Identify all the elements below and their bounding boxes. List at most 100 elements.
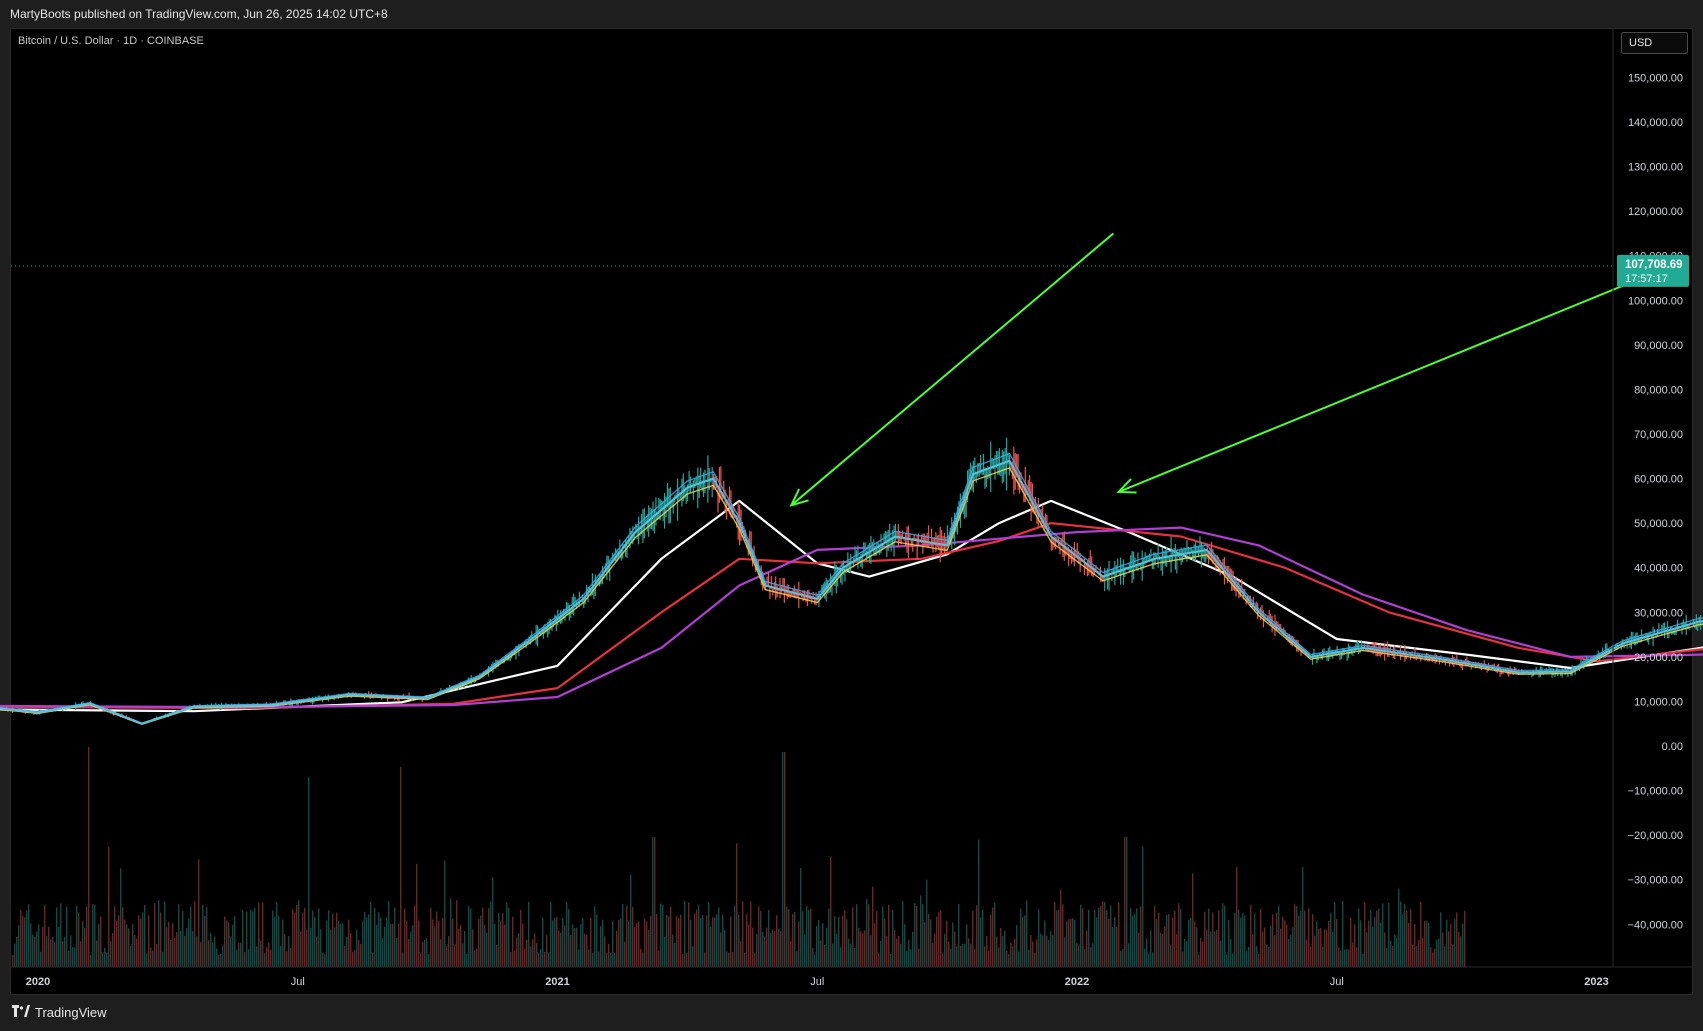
volume-bar bbox=[920, 895, 922, 967]
volume-bar bbox=[102, 953, 104, 967]
volume-bar bbox=[638, 921, 640, 967]
brand[interactable]: TradingView bbox=[12, 1005, 107, 1020]
volume-bar bbox=[398, 923, 400, 967]
volume-bar bbox=[778, 929, 780, 967]
volume-bar bbox=[754, 953, 756, 967]
volume-bar bbox=[740, 941, 742, 967]
volume-bar bbox=[340, 923, 342, 967]
volume-bar bbox=[976, 905, 978, 967]
volume-bar bbox=[1264, 927, 1266, 967]
volume-bar bbox=[154, 902, 156, 967]
volume-bar bbox=[1302, 867, 1304, 967]
tradingview-logo-icon bbox=[12, 1005, 30, 1020]
volume-bar bbox=[1078, 945, 1080, 967]
volume-bar bbox=[144, 904, 146, 967]
volume-bar bbox=[380, 917, 382, 967]
volume-bar bbox=[968, 938, 970, 967]
volume-bar bbox=[1360, 920, 1362, 967]
volume-bar bbox=[572, 924, 574, 967]
volume-bar bbox=[1036, 939, 1038, 967]
volume-bar bbox=[496, 944, 498, 967]
currency-button[interactable]: USD bbox=[1621, 32, 1688, 54]
x-tick-label: Jul bbox=[810, 976, 824, 988]
volume-bar bbox=[248, 949, 250, 967]
volume-bar bbox=[926, 879, 928, 967]
volume-bar bbox=[230, 936, 232, 967]
volume-bar bbox=[44, 905, 46, 967]
volume-bar bbox=[288, 936, 290, 967]
volume-bar bbox=[1198, 954, 1200, 967]
volume-bar bbox=[244, 952, 246, 967]
volume-bar bbox=[820, 940, 822, 967]
volume-bar bbox=[544, 951, 546, 967]
volume-bar bbox=[1284, 920, 1286, 967]
volume-bar bbox=[832, 943, 834, 967]
volume-bar bbox=[1246, 950, 1248, 967]
volume-bar bbox=[500, 921, 502, 967]
volume-bar bbox=[932, 942, 934, 967]
volume-bar bbox=[640, 948, 642, 967]
volume-bar bbox=[1144, 948, 1146, 967]
volume-bar bbox=[1434, 948, 1436, 967]
volume-bar bbox=[688, 902, 690, 967]
volume-bar bbox=[1464, 910, 1466, 967]
volume-bar bbox=[512, 916, 514, 967]
volume-bar bbox=[1030, 934, 1032, 967]
volume-bar bbox=[410, 931, 412, 967]
volume-bar bbox=[282, 919, 284, 967]
volume-bar bbox=[518, 933, 520, 967]
y-axis[interactable]: 150,000.00 140,000.00 130,000.00 120,000.00… bbox=[1612, 28, 1683, 967]
volume-bar bbox=[1072, 918, 1074, 967]
volume-bar bbox=[156, 943, 158, 967]
volume-bar bbox=[1164, 926, 1166, 967]
volume-bar bbox=[982, 909, 984, 967]
volume-bar bbox=[1110, 905, 1112, 967]
volume-bar bbox=[202, 904, 204, 967]
volume-bar bbox=[616, 930, 618, 967]
volume-bar bbox=[1240, 917, 1242, 967]
volume-bar bbox=[122, 907, 124, 967]
volume-bar bbox=[1230, 938, 1232, 967]
volume-bar bbox=[474, 950, 476, 967]
volume-bar bbox=[622, 904, 624, 967]
volume-bar bbox=[1136, 908, 1138, 967]
volume-bar bbox=[1182, 951, 1184, 967]
chart-frame[interactable] bbox=[10, 28, 1693, 995]
volume-bar bbox=[536, 942, 538, 967]
volume-bar bbox=[732, 951, 734, 967]
volume-bar bbox=[558, 930, 560, 967]
y-tick-label: 60,000.00 bbox=[1634, 474, 1683, 486]
volume-bar bbox=[990, 914, 992, 967]
volume-bar bbox=[1064, 937, 1066, 967]
volume-bar bbox=[216, 948, 218, 967]
volume-bar bbox=[1050, 930, 1052, 967]
volume-bar bbox=[390, 923, 392, 967]
volume-bar bbox=[126, 924, 128, 967]
volume-bar bbox=[876, 911, 878, 967]
volume-bar bbox=[14, 943, 16, 967]
volume-bar bbox=[98, 923, 100, 967]
volume-bar bbox=[1204, 911, 1206, 967]
volume-bar bbox=[310, 927, 312, 967]
volume-bar bbox=[822, 923, 824, 967]
volume-bar bbox=[1212, 912, 1214, 967]
volume-bar bbox=[604, 936, 606, 967]
volume-bar bbox=[80, 941, 82, 967]
volume-bar bbox=[986, 936, 988, 967]
volume-bar bbox=[388, 901, 390, 967]
volume-bar bbox=[1348, 949, 1350, 967]
volume-bar bbox=[562, 917, 564, 967]
volume-bar bbox=[580, 924, 582, 967]
volume-bar bbox=[304, 907, 306, 967]
volume-bar bbox=[348, 919, 350, 967]
volume-bar bbox=[472, 929, 474, 967]
volume-bar bbox=[138, 915, 140, 967]
volume-bar bbox=[774, 931, 776, 967]
volume-bar bbox=[82, 921, 84, 967]
volume-bar bbox=[1130, 908, 1132, 967]
volume-bar bbox=[268, 942, 270, 967]
volume-bar bbox=[1420, 901, 1422, 967]
volume-bar bbox=[1118, 902, 1120, 967]
x-axis[interactable]: 2020Jul2021Jul2022Jul2023Jul2024Jul2025J… bbox=[10, 966, 1703, 988]
